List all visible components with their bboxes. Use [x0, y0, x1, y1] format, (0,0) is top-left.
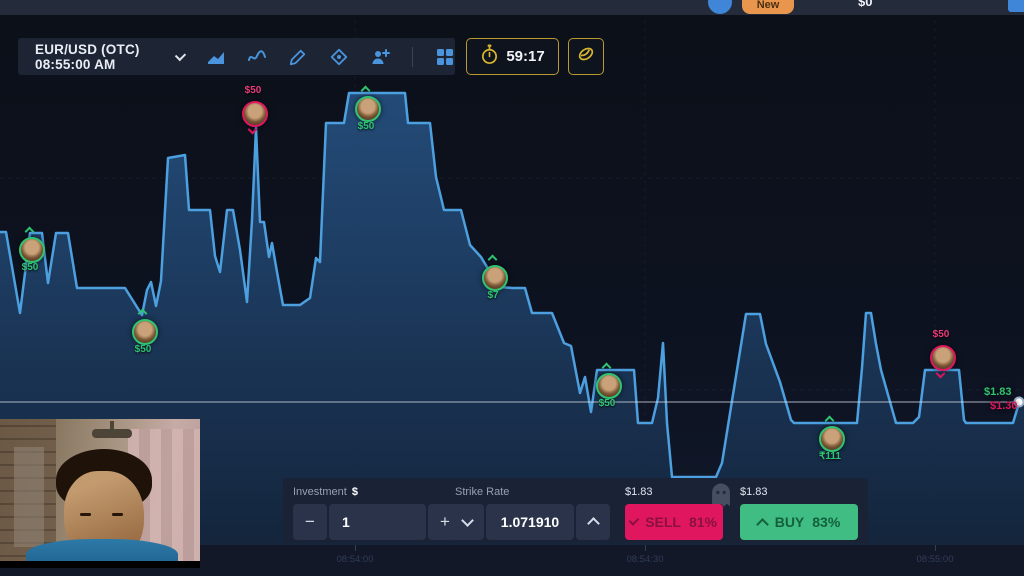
trader-avatar: [19, 237, 45, 263]
webcam-letterbox: [0, 561, 200, 568]
buy-percent: 83%: [812, 514, 841, 530]
symbol-selector[interactable]: EUR/USD (OTC) 08:55:00 AM: [35, 41, 140, 72]
investment-input[interactable]: 1: [329, 504, 426, 540]
time-label: 08:55:00: [916, 554, 954, 565]
expiration-timer[interactable]: 59:17: [466, 38, 559, 75]
coin-icon: [576, 44, 596, 69]
ceiling-fan: [110, 421, 114, 431]
stopwatch-icon: [480, 44, 499, 69]
coin-tool-button[interactable]: [568, 38, 604, 75]
buy-button[interactable]: BUY 83%: [740, 504, 858, 540]
sell-button[interactable]: SELL 81%: [625, 504, 723, 540]
copy-trading-icon[interactable]: [370, 47, 390, 67]
strike-rate-input[interactable]: 1.071910: [486, 504, 574, 540]
trade-amount-label: $50: [244, 85, 262, 96]
time-tick: [935, 545, 936, 551]
trader-avatar: [930, 345, 956, 371]
time-label: 08:54:00: [336, 554, 374, 565]
trade-panel: Investment $ − 1 + Strike Rate 1.071910 $…: [283, 478, 868, 543]
strike-up-button[interactable]: [576, 504, 610, 540]
loss-price-label: $1.30: [990, 400, 1018, 412]
person-eye: [112, 513, 123, 516]
symbol-toolbar: EUR/USD (OTC) 08:55:00 AM: [18, 38, 455, 75]
trade-amount-label: $50: [134, 344, 152, 355]
trade-amount-label: $7: [487, 290, 499, 301]
strike-rate-stepper: 1.071910: [450, 504, 610, 540]
webcam-overlay: [0, 419, 200, 568]
account-balance[interactable]: $0: [858, 0, 873, 9]
sell-payout-label: $1.83: [625, 486, 653, 498]
trade-amount-label: $50: [598, 398, 616, 409]
trade-amount-label: ₹111: [819, 451, 841, 462]
doorway: [14, 447, 44, 547]
profit-price-label: $1.83: [984, 386, 1012, 398]
investment-stepper: − 1 +: [293, 504, 462, 540]
promo-icon[interactable]: [708, 0, 732, 14]
deposit-button[interactable]: [1008, 0, 1024, 12]
time-label: 08:54:30: [626, 554, 664, 565]
trade-amount-label: $50: [357, 121, 375, 132]
time-tick: [355, 545, 356, 551]
investment-minus-button[interactable]: −: [293, 504, 327, 540]
toolbar-divider: [412, 46, 413, 67]
crosshair-icon[interactable]: [329, 47, 349, 67]
trader-avatar: [482, 265, 508, 291]
trader-avatar: [132, 319, 158, 345]
trader-avatar: [242, 101, 268, 127]
strike-rate-label: Strike Rate: [455, 486, 510, 498]
timer-value: 59:17: [506, 48, 545, 65]
pencil-icon[interactable]: [288, 47, 308, 67]
layout-grid-icon[interactable]: [435, 47, 455, 67]
chevron-down-icon[interactable]: [174, 49, 187, 61]
trader-avatar: [355, 96, 381, 122]
top-strip: New $0: [0, 0, 1024, 15]
ceiling-fan-blade: [92, 429, 132, 438]
buy-payout-label: $1.83: [740, 486, 768, 498]
area-chart-icon[interactable]: [206, 47, 226, 67]
price-line-path: [0, 91, 1024, 479]
sell-arrow-icon: [628, 514, 640, 526]
trade-amount-label: $50: [21, 262, 39, 273]
trade-amount-label: $50: [932, 329, 950, 340]
trader-avatar: [596, 373, 622, 399]
investment-label: Investment $: [293, 486, 358, 498]
new-badge[interactable]: New: [742, 0, 794, 14]
sell-percent: 81%: [688, 514, 717, 530]
line-style-icon[interactable]: [247, 47, 267, 67]
currency-symbol: $: [351, 486, 358, 498]
person-eye: [80, 513, 91, 516]
buy-arrow-icon: [755, 517, 769, 531]
strike-down-button[interactable]: [450, 504, 484, 540]
trader-avatar: [819, 426, 845, 452]
ghost-icon: [708, 481, 734, 514]
time-tick: [645, 545, 646, 551]
price-area-path: [0, 93, 1024, 546]
